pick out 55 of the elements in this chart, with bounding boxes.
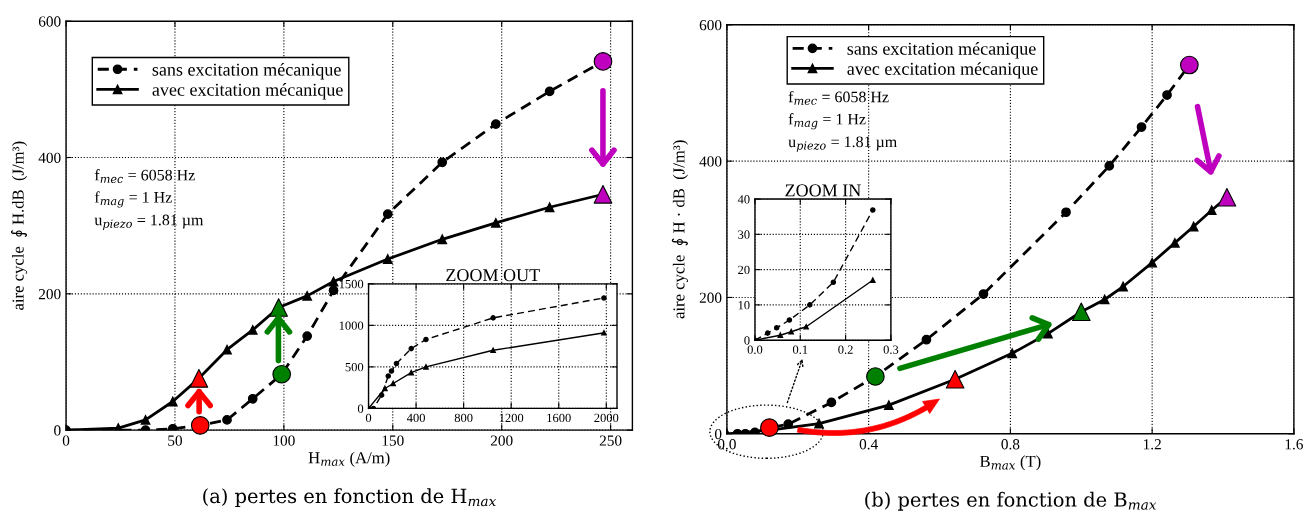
legend-label: avec excitation mécanique — [152, 83, 343, 100]
text: (b) pertes en fonction de B$_{max}$ — [865, 491, 1157, 511]
y-tick-label: 1000 — [339, 321, 364, 330]
annotation: u$_{piezo}$ = 1.81 µm — [94, 214, 204, 231]
x-tick-label: 800 — [454, 413, 473, 423]
annotation: f$_{mag}$ = 1 Hz — [788, 113, 866, 130]
x-tick-label: 250 — [599, 435, 622, 446]
y-axis-title: aire cycle ∮ H.dB (J/m³) — [10, 141, 28, 310]
legend-label: sans excitation mécanique — [152, 63, 341, 80]
x-tick-label: 150 — [382, 435, 404, 446]
x-tick-label: 50 — [168, 435, 183, 446]
y-tick-label: 30 — [738, 230, 750, 239]
x-tick-label: 0.0 — [717, 439, 736, 450]
x-tick-label: 100 — [273, 435, 295, 446]
text: (a) pertes en fonction de H$_{max}$ — [203, 488, 497, 508]
x-tick-label: 1.2 — [1143, 439, 1161, 450]
x-axis-title: B$_{max}$ (T) — [979, 455, 1041, 471]
y-tick-label: 10 — [738, 300, 750, 310]
annotation: f$_{mec}$ = 6058 Hz — [788, 90, 889, 105]
y-axis-title: aire cycle ∮ H · dB (J/m³) — [671, 140, 688, 319]
x-tick-label: 0 — [365, 413, 372, 423]
y-tick-label: 400 — [699, 156, 722, 167]
annotation: u$_{piezo}$ = 1.81 µm — [788, 136, 897, 152]
y-tick-label: 0 — [357, 404, 364, 413]
annotation: f$_{mec}$ = 6058 Hz — [94, 169, 195, 183]
y-tick-label: 0 — [744, 336, 750, 345]
y-tick-label: 600 — [38, 16, 61, 27]
y-tick-label: 400 — [38, 152, 61, 163]
x-tick-label: 200 — [490, 435, 513, 446]
annotation: f$_{mag}$ = 1 Hz — [94, 191, 172, 208]
chart-title: ZOOM IN — [785, 184, 861, 197]
x-tick-label: 1200 — [499, 413, 524, 423]
y-tick-label: 200 — [699, 292, 722, 303]
x-tick-label: 0 — [62, 435, 70, 446]
y-tick-label: 600 — [699, 19, 722, 31]
x-tick-label: 1600 — [547, 413, 571, 423]
x-tick-label: 0.2 — [838, 345, 853, 354]
x-tick-label: 0.4 — [859, 439, 878, 450]
x-tick-label: 400 — [406, 413, 425, 423]
y-tick-label: 40 — [737, 195, 750, 204]
y-tick-label: 200 — [38, 288, 61, 300]
x-tick-label: 1.6 — [1285, 439, 1303, 450]
legend-label: sans excitation mécanique — [847, 42, 1036, 59]
y-tick-label: 500 — [345, 362, 364, 372]
x-axis-title: H$_{max}$ (A/m) — [308, 451, 390, 467]
chart-title: ZOOM OUT — [446, 269, 540, 282]
y-tick-label: 0 — [54, 425, 61, 436]
legend-label: avec excitation mécanique — [847, 62, 1038, 79]
x-tick-label: 0.8 — [1001, 439, 1020, 450]
x-tick-label: 0.3 — [883, 345, 899, 354]
y-tick-label: 1500 — [339, 279, 364, 289]
x-tick-label: 0.1 — [792, 345, 808, 354]
x-tick-label: 2000 — [594, 413, 619, 423]
y-tick-label: 20 — [738, 265, 750, 275]
x-tick-label: 0.0 — [747, 345, 763, 354]
